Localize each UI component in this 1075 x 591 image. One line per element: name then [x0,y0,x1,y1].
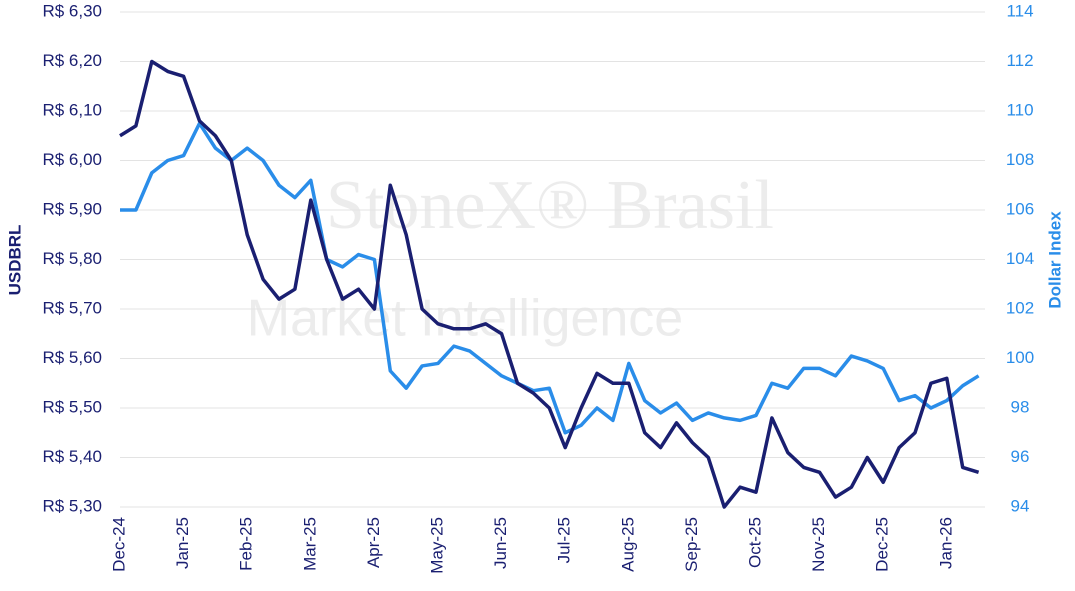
y2-tick-label: 100 [1006,348,1034,367]
y-tick-label: R$ 5,30 [42,496,102,515]
x-tick-label: Mar-25 [300,517,319,571]
y-tick-label: R$ 6,30 [42,1,102,20]
x-tick-label: Jan-25 [173,517,192,569]
x-tick-label: Aug-25 [618,517,637,572]
y-tick-label: R$ 5,80 [42,249,102,268]
line-series [119,59,980,509]
x-tick-label: Jan-26 [936,517,955,569]
watermark: Market Intelligence [247,290,683,348]
y2-tick-label: 112 [1006,51,1033,70]
watermark: StoneX® Brasil [326,167,774,244]
x-tick-label: Jul-25 [555,517,574,563]
y2-tick-label: 114 [1006,1,1033,20]
x-tick-label: Nov-25 [809,517,828,572]
x-tick-label: Apr-25 [364,517,383,568]
y-tick-label: R$ 6,20 [42,51,102,70]
y-tick-label: R$ 6,00 [42,150,102,169]
x-tick-label: Oct-25 [745,517,764,568]
y2-tick-label: 94 [1011,496,1030,515]
x-tick-label: Feb-25 [237,517,256,571]
y-tick-label: R$ 5,70 [42,298,102,317]
y2-tick-label: 104 [1006,249,1034,268]
y2-tick-label: 108 [1006,150,1034,169]
x-tick-label: Sep-25 [682,517,701,572]
y-tick-label: R$ 5,40 [42,447,102,466]
y-tick-label: R$ 5,60 [42,348,102,367]
line-series [120,121,980,435]
x-tick-label: Dec-25 [873,517,892,572]
y2-tick-label: 110 [1006,100,1033,119]
y2-tick-label: 102 [1006,298,1034,317]
y-tick-label: R$ 6,10 [42,100,102,119]
x-tick-label: May-25 [427,517,446,574]
x-tick-label: Dec-24 [109,517,128,572]
y-tick-label: R$ 5,50 [42,397,102,416]
y2-tick-label: 98 [1011,397,1030,416]
x-tick-label: Jun-25 [491,517,510,569]
y2-tick-label: 96 [1011,447,1030,466]
y2-tick-label: 106 [1006,199,1034,218]
y-axis-title: USDBRL [5,225,24,296]
y-tick-label: R$ 5,90 [42,199,102,218]
y2-axis-title: Dollar Index [1045,211,1064,309]
